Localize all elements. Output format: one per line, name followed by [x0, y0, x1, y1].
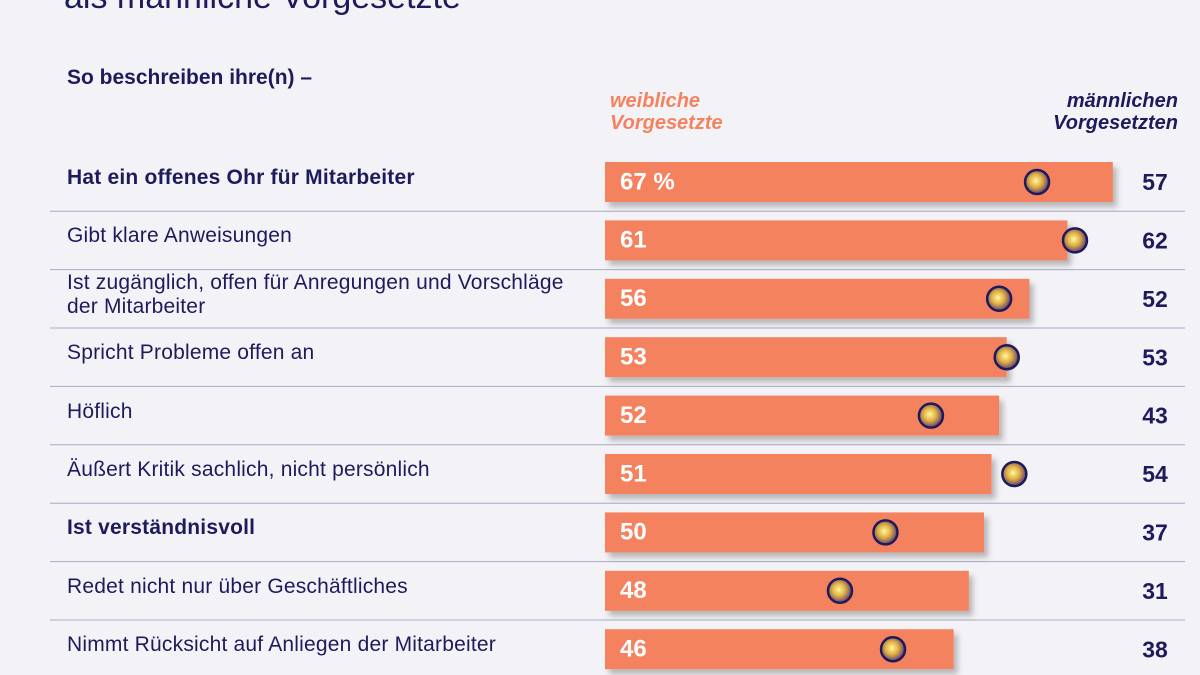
dot — [1023, 168, 1051, 196]
bar — [605, 220, 1068, 261]
value-label: 37 — [1142, 519, 1168, 545]
bar-label: 61 — [620, 227, 647, 254]
bar — [605, 278, 1030, 319]
bar-label: 48 — [620, 577, 647, 604]
category-label: Ist zugänglich, offen für Anregungen und… — [67, 270, 564, 318]
dot — [872, 519, 899, 546]
dot — [917, 402, 945, 429]
category-label: Ist verständnisvoll — [67, 516, 256, 540]
bar-label: 50 — [620, 519, 647, 546]
value-label: 53 — [1142, 344, 1168, 370]
value-label: 62 — [1142, 227, 1168, 253]
category-label: Höflich — [67, 399, 133, 423]
bar-label: 51 — [620, 460, 647, 487]
category-label: Spricht Probleme offen an — [67, 341, 315, 365]
value-label: 52 — [1142, 286, 1168, 312]
bar — [605, 570, 969, 611]
category-label: Redet nicht nur über Geschäftliches — [67, 574, 408, 598]
bar — [605, 512, 984, 553]
value-label: 38 — [1142, 636, 1168, 662]
value-label: 31 — [1142, 578, 1168, 604]
bar — [605, 337, 1007, 378]
bar-label: 53 — [620, 344, 647, 371]
value-label: 43 — [1142, 403, 1168, 429]
chart-title: als männliche Vorgesetzte — [64, 0, 461, 17]
bar-label: 46 — [620, 636, 647, 663]
dot — [1001, 460, 1028, 488]
legend-label: männlichen Vorgesetzten — [1053, 90, 1178, 134]
bar-label: 56 — [620, 285, 647, 312]
value-label: 57 — [1142, 169, 1168, 195]
legend-label: weibliche Vorgesetzte — [610, 90, 723, 134]
subtitle: So beschreiben ihre(n) – — [67, 66, 313, 89]
dot — [993, 343, 1020, 371]
dot — [1061, 227, 1089, 254]
category-label: Äußert Kritik sachlich, nicht persönlich — [67, 458, 430, 481]
bar — [605, 454, 992, 494]
category-label: Nimmt Rücksicht auf Anliegen der Mitarbe… — [67, 633, 496, 657]
dot — [826, 577, 854, 605]
value-label: 54 — [1142, 461, 1168, 487]
bar-label: 52 — [620, 402, 647, 429]
category-label: Hat ein offenes Ohr für Mitarbeiter — [67, 166, 415, 189]
bar-label: 67 % — [620, 168, 675, 195]
dot — [985, 285, 1013, 313]
dot — [879, 635, 907, 663]
category-label: Gibt klare Anweisungen — [67, 224, 293, 248]
